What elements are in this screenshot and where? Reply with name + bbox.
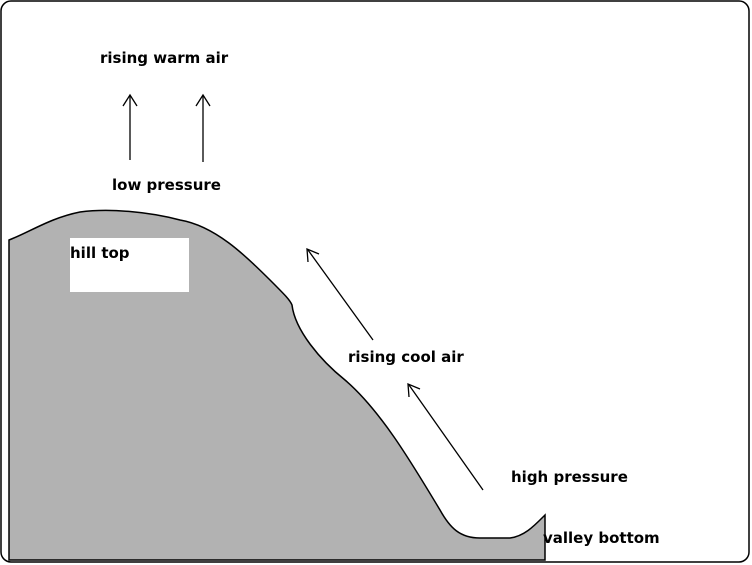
label: rising warm air xyxy=(100,49,229,67)
label: hill top xyxy=(70,244,130,262)
label: rising cool air xyxy=(348,348,464,366)
label: valley bottom xyxy=(543,529,660,547)
label-box xyxy=(70,238,189,292)
hill xyxy=(8,209,546,561)
label: high pressure xyxy=(511,468,628,486)
arrows xyxy=(122,93,484,491)
label: low pressure xyxy=(112,176,221,194)
